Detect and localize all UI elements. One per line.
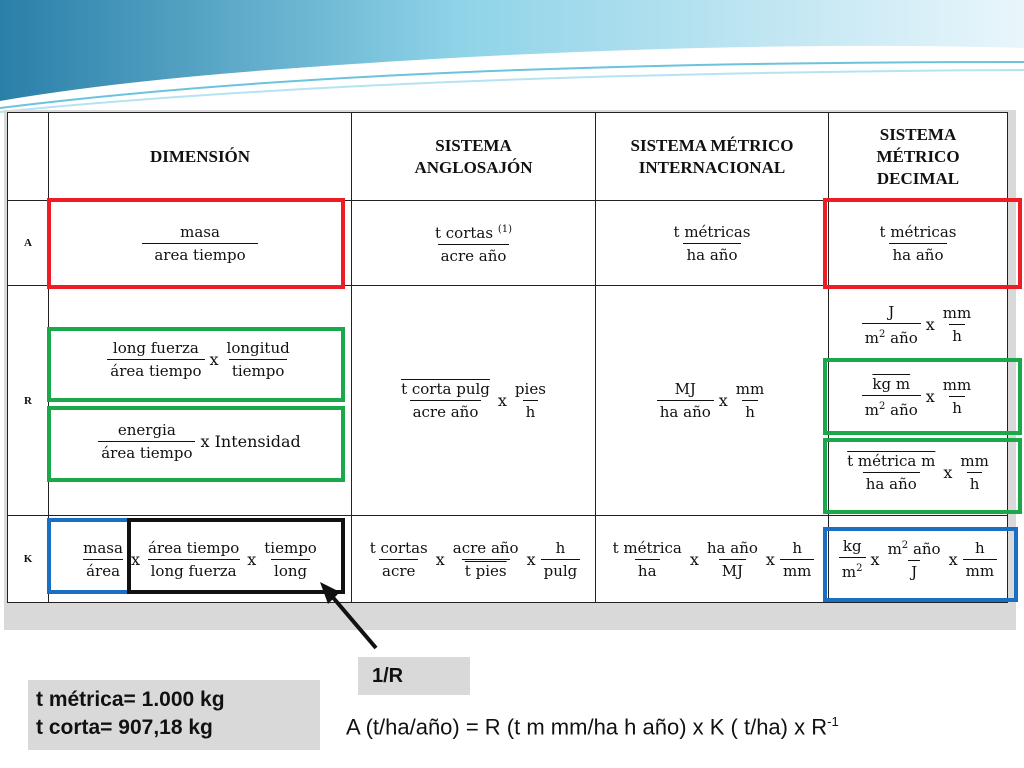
fraction: masa area tiempo: [142, 221, 258, 266]
table-row-r: R long fuerza área tiempo x longitud tiemp…: [7, 285, 1008, 516]
fraction: t métricas ha año: [673, 222, 751, 264]
cell-k-dimension: masa área x área tiempo long fuerza x tiem…: [48, 515, 352, 603]
row-label-a: A: [7, 200, 49, 286]
equivalence-short-ton: t corta= 907,18 kg: [36, 716, 213, 739]
row-label-k: K: [7, 515, 49, 603]
header-anglosajon: SISTEMA ANGLOSAJÓN: [351, 112, 596, 201]
cell-k-decimal: kg m2 x m2 año J x h mm: [828, 515, 1008, 603]
fraction: t corta pulg acre año: [401, 380, 490, 421]
fraction: mm h: [960, 452, 989, 493]
fraction: kg m2: [838, 535, 866, 583]
header-corner: [7, 112, 49, 201]
fraction: long fuerza área tiempo: [107, 337, 205, 382]
fraction: mm h: [942, 304, 972, 345]
fraction: h pulg: [540, 537, 581, 582]
cell-a-decimal: t métricas ha año: [828, 200, 1008, 286]
fraction: masa área: [83, 538, 124, 580]
cell-r-dimension: long fuerza área tiempo x longitud tiempo …: [48, 285, 352, 516]
usle-formula: A (t/ha/año) = R (t m mm/ha h año) x K (…: [346, 714, 839, 740]
cell-k-anglosajon: t cortas acre x acre año t pies x h pulg: [351, 515, 596, 603]
fraction: t cortas (1) acre año: [434, 224, 513, 265]
fraction: energia área tiempo: [98, 419, 196, 464]
fraction: h mm: [779, 537, 815, 582]
r-dimension-line-1: long fuerza área tiempo x longitud tiempo: [49, 323, 351, 397]
table-row-k: K masa área x área tiempo long fuerza x ti…: [7, 515, 1008, 603]
r-decimal-line-2: kg m m2 año x mm h: [829, 359, 1007, 435]
fraction: tiempo long: [264, 538, 317, 580]
fraction: t métricas ha año: [879, 222, 957, 264]
fraction: t cortas acre: [369, 538, 428, 580]
cell-a-dimension: masa area tiempo: [48, 200, 352, 286]
fraction: h mm: [962, 537, 998, 582]
row-label-r: R: [7, 285, 49, 516]
header-metrico-decimal: SISTEMA MÉTRICO DECIMAL: [828, 112, 1008, 201]
equivalences-box: t métrica= 1.000 kg t corta= 907,18 kg: [28, 680, 320, 750]
fraction: longitud tiempo: [226, 339, 290, 380]
table-header-row: DIMENSIÓN SISTEMA ANGLOSAJÓN SISTEMA MÉT…: [7, 112, 1008, 201]
r-dimension-line-2: energia área tiempo x Intensidad: [49, 405, 351, 479]
cell-r-internacional: MJ ha año x mm h: [595, 285, 829, 516]
header-metrico-internacional: SISTEMA MÉTRICO INTERNACIONAL: [595, 112, 829, 201]
cell-a-anglosajon: t cortas (1) acre año: [351, 200, 596, 286]
header-dimension: DIMENSIÓN: [48, 112, 352, 201]
r-decimal-line-3: t métrica m ha año x mm h: [829, 435, 1007, 511]
fraction: t métrica m ha año: [847, 452, 936, 493]
fraction: mm h: [735, 380, 765, 421]
cell-r-anglosajon: t corta pulg acre año x pies h: [351, 285, 596, 516]
cell-a-internacional: t métricas ha año: [595, 200, 829, 286]
fraction: área tiempo long fuerza: [147, 538, 240, 580]
units-table: DIMENSIÓN SISTEMA ANGLOSAJÓN SISTEMA MÉT…: [7, 112, 1008, 603]
table-row-a: A masa area tiempo t cortas (1) acre año t…: [7, 200, 1008, 286]
fraction: m2 año J: [887, 540, 941, 581]
cell-k-internacional: t métrica ha x ha año MJ x h mm: [595, 515, 829, 603]
fraction: MJ ha año: [656, 378, 714, 423]
fraction: kg m m2 año: [861, 373, 921, 421]
inverse-label: 1/R: [358, 657, 470, 695]
equivalence-metric-ton: t métrica= 1.000 kg: [36, 688, 225, 711]
decorative-banner: [0, 0, 1024, 113]
fraction: acre año t pies: [452, 538, 519, 580]
fraction: ha año MJ: [706, 538, 758, 580]
fraction: pies h: [514, 380, 546, 421]
fraction: mm h: [942, 376, 972, 417]
fraction: t métrica ha: [612, 538, 682, 580]
